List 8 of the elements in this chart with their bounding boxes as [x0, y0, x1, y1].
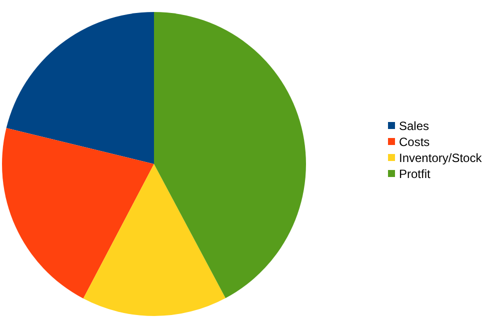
pie-slice — [2, 128, 154, 299]
pie-slice — [6, 12, 154, 164]
legend-label: Sales — [399, 119, 430, 133]
pie-slice — [83, 164, 226, 316]
legend-label: Costs — [399, 135, 430, 149]
legend-label: Protfit — [399, 167, 432, 181]
pie-slice — [154, 12, 306, 298]
legend-label: Inventory/Stock — [399, 151, 483, 165]
